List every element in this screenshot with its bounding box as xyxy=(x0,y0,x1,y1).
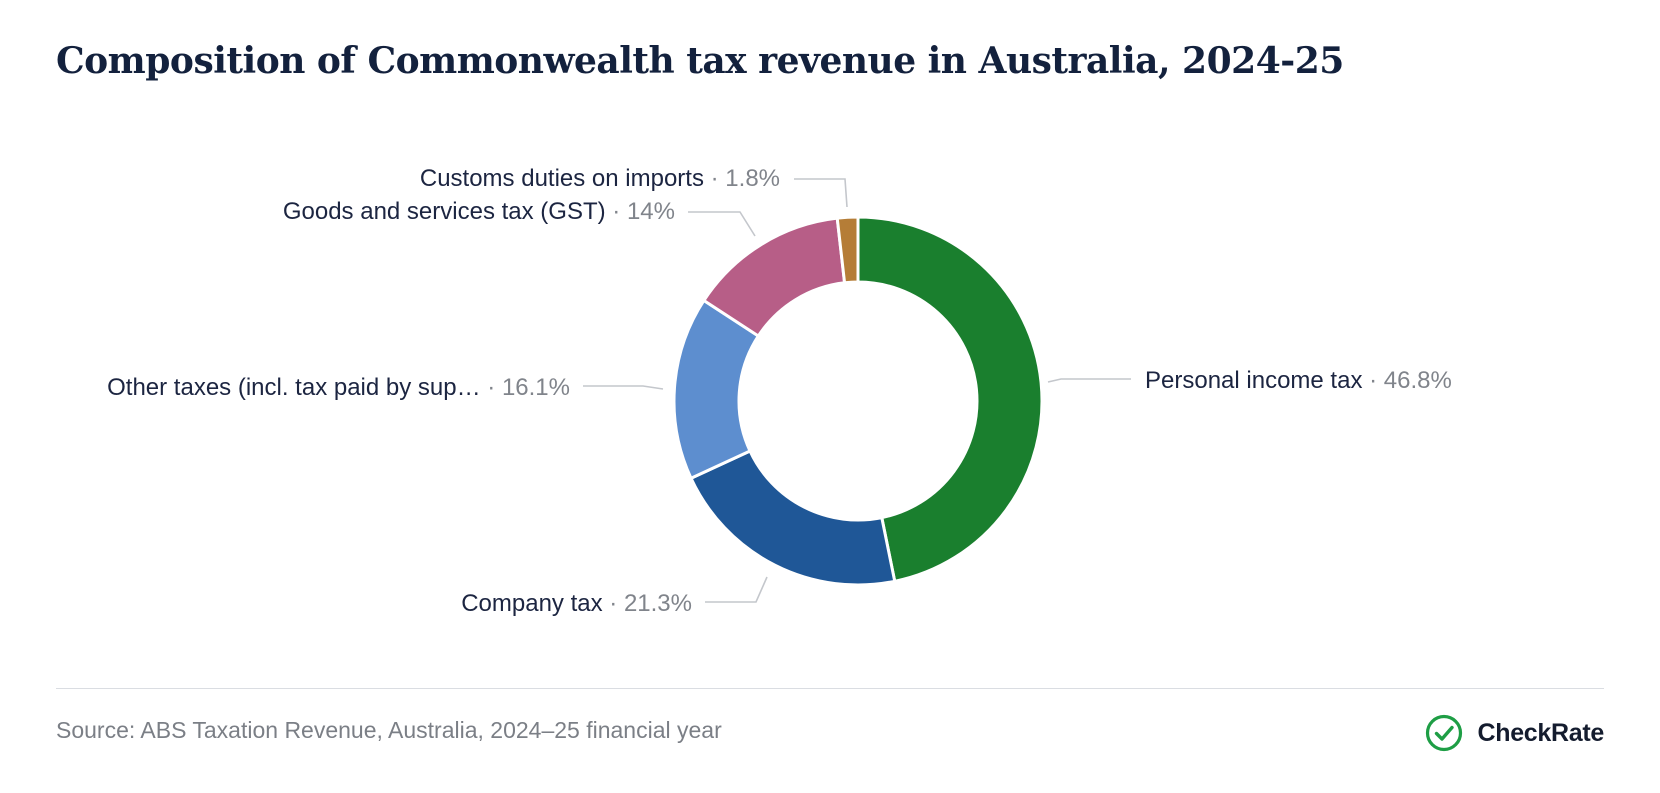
brand-name: CheckRate xyxy=(1477,718,1604,747)
donut-chart: Personal income tax · 46.8% Company tax ·… xyxy=(107,165,1452,617)
slice-label-value: · 1.8% xyxy=(704,165,780,192)
slice-label-value: · 21.3% xyxy=(603,590,692,617)
slice-label-personal-income-tax: Personal income tax · 46.8% xyxy=(1145,367,1452,394)
slice-label-name: Company tax xyxy=(461,590,602,617)
brand-logo: CheckRate xyxy=(1425,713,1604,753)
leader-line-company-tax xyxy=(705,576,768,603)
slice-label-name: Customs duties on imports xyxy=(420,165,704,192)
leader-line-personal-income-tax xyxy=(1047,378,1131,383)
leader-lines xyxy=(583,178,1131,603)
slice-labels: Personal income tax · 46.8% Company tax ·… xyxy=(107,165,1452,617)
chart-title: Composition of Commonwealth tax revenue … xyxy=(56,40,1344,82)
donut-slices xyxy=(672,215,1044,587)
slice-label-value: · 46.8% xyxy=(1362,367,1451,394)
source-note: Source: ABS Taxation Revenue, Australia,… xyxy=(56,717,722,743)
slice-label-name: Other taxes (incl. tax paid by sup… xyxy=(107,374,481,401)
leader-line-goods-and-services-tax-gst xyxy=(688,211,756,237)
slice-label-name: Goods and services tax (GST) xyxy=(283,198,606,225)
slice-label-goods-and-services-tax-gst: Goods and services tax (GST) · 14% xyxy=(283,198,675,225)
slice-label-value: · 16.1% xyxy=(481,374,570,401)
footer-divider xyxy=(56,688,1604,689)
slice-personal-income-tax xyxy=(856,215,1044,583)
slice-label-company-tax: Company tax · 21.3% xyxy=(461,590,692,617)
slice-company-tax xyxy=(689,449,897,587)
leader-line-other-taxes-incl-tax-paid-by-sup xyxy=(583,385,664,390)
slice-label-value: · 14% xyxy=(606,198,675,225)
slice-label-customs-duties-on-imports: Customs duties on imports · 1.8% xyxy=(420,165,780,192)
check-circle-icon xyxy=(1426,714,1463,752)
slice-label-name: Personal income tax xyxy=(1145,367,1362,394)
slice-customs-duties-on-imports xyxy=(835,215,860,285)
leader-line-customs-duties-on-imports xyxy=(794,178,848,208)
slice-label-other-taxes-incl-tax-paid-by-sup: Other taxes (incl. tax paid by sup… · 16… xyxy=(107,374,570,401)
